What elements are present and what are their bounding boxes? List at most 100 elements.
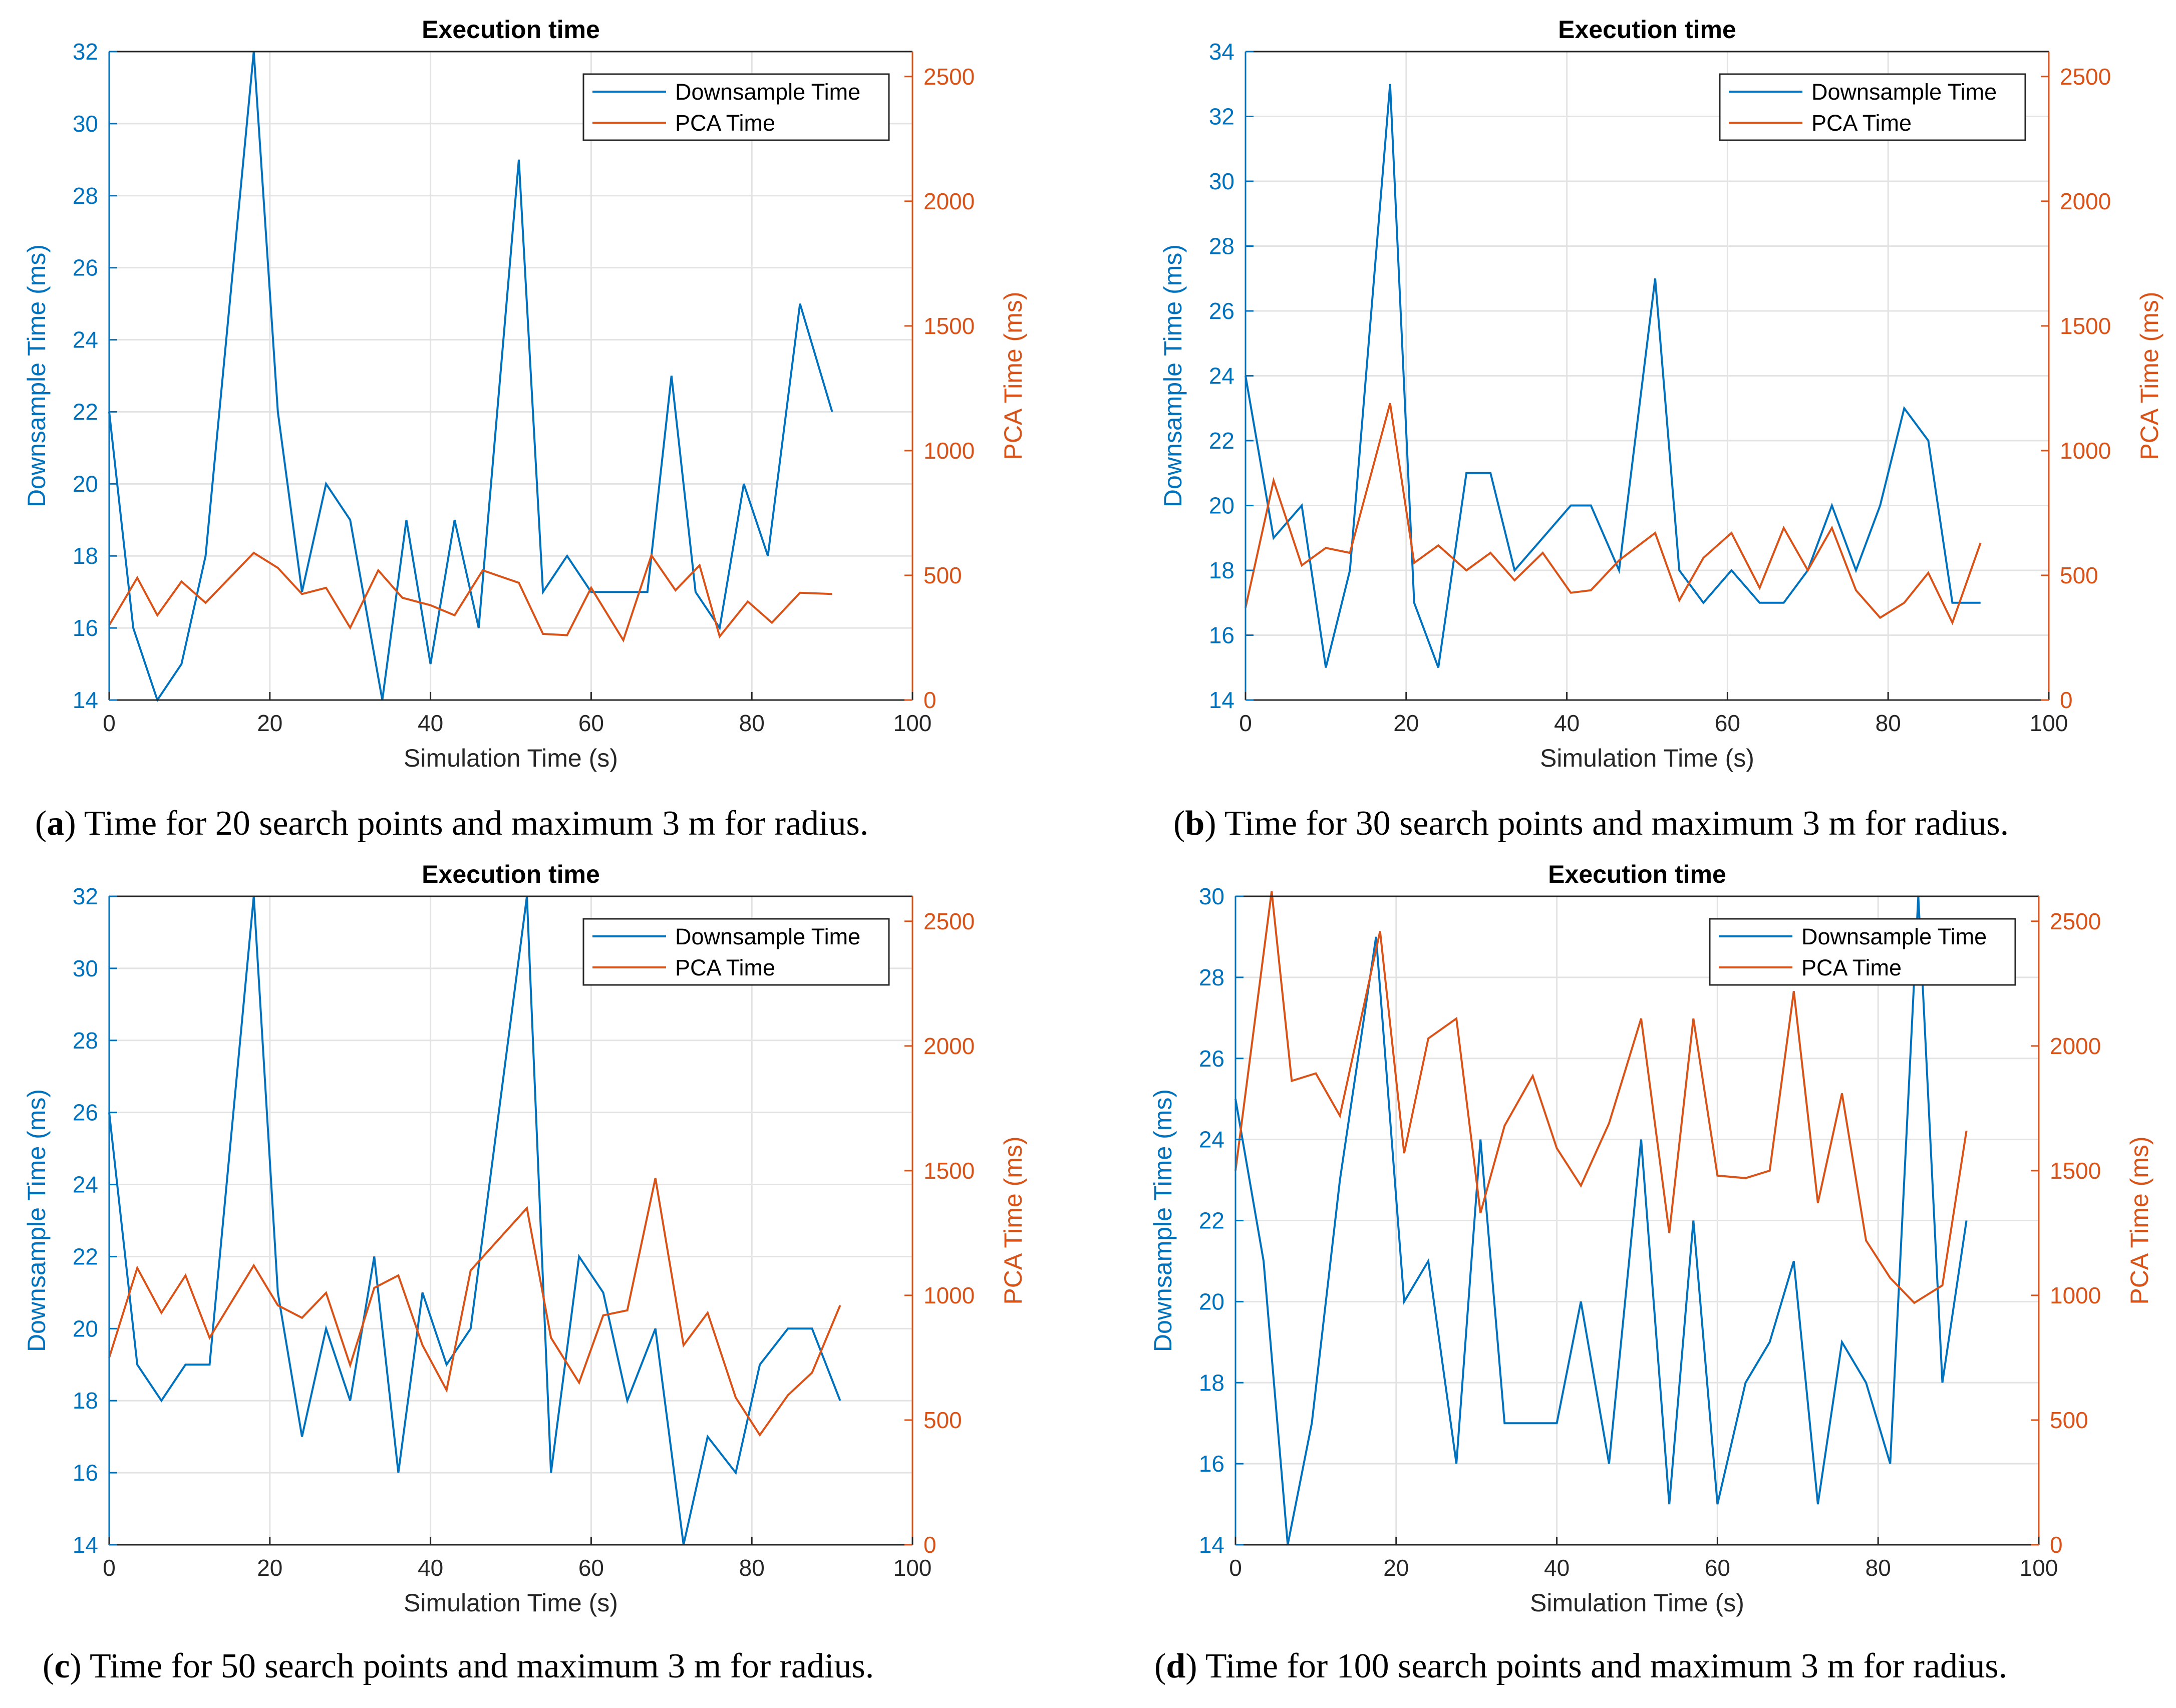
right-y-tick-label: 1000: [923, 1282, 975, 1308]
left-y-tick-label: 22: [1209, 428, 1234, 454]
left-y-axis-label: Downsample Time (ms): [1149, 1089, 1177, 1352]
left-y-tick-label: 24: [1209, 363, 1234, 389]
x-tick-label: 40: [418, 710, 443, 736]
x-axis-label: Simulation Time (s): [1540, 744, 1754, 772]
right-y-tick-label: 1500: [2060, 313, 2111, 339]
left-y-tick-label: 26: [1199, 1046, 1224, 1072]
chart-panel-b: 0 20 40 60 80 100 14 16 18 20 22 24 26 28 30 32 34 0 500 10…: [1159, 16, 2163, 772]
chart-panel-a: 0 20 40 60 80 100 14 16 18 20 22 24 26 28 30 32 0 500 1000…: [23, 16, 1027, 772]
x-tick-label: 100: [893, 710, 932, 736]
right-y-tick-label: 500: [923, 1407, 962, 1433]
left-y-tick-label: 32: [1209, 104, 1234, 130]
caption-b: (b) Time for 30 search points and maximu…: [1173, 804, 2009, 843]
left-y-tick-label: 18: [73, 1388, 98, 1414]
right-y-tick-label: 2000: [923, 1033, 975, 1059]
caption-c: (c) Time for 50 search points and maximu…: [43, 1647, 874, 1685]
caption-text: Time for 100 search points and maximum 3…: [1205, 1647, 2008, 1685]
series-line-downsample-time: [1234, 896, 1968, 1545]
x-tick-label: 60: [1705, 1555, 1730, 1581]
left-y-tick-label: 14: [73, 687, 98, 713]
left-y-tick-label: 30: [73, 955, 98, 981]
left-y-axis-label: Downsample Time (ms): [23, 244, 51, 507]
left-y-tick-label: 18: [73, 543, 98, 569]
x-axis-label: Simulation Time (s): [404, 1589, 618, 1617]
x-tick-label: 100: [2020, 1555, 2058, 1581]
right-y-axis-label: PCA Time (ms): [2135, 291, 2163, 460]
left-y-tick-label: 16: [73, 1460, 98, 1486]
legend-label: Downsample Time: [675, 924, 860, 949]
x-tick-label: 60: [578, 710, 604, 736]
caption-a: (a) Time for 20 search points and maximu…: [35, 804, 869, 843]
x-tick-label: 40: [1544, 1555, 1570, 1581]
right-y-tick-label: 2000: [2060, 188, 2111, 214]
x-tick-label: 60: [578, 1555, 604, 1581]
left-y-tick-label: 24: [73, 1172, 98, 1198]
legend-box: [1709, 918, 2016, 986]
right-y-tick-label: 500: [2060, 562, 2098, 588]
right-y-tick-label: 0: [2050, 1532, 2063, 1558]
series-line-pca-time: [1234, 891, 1968, 1304]
legend-label: Downsample Time: [1801, 924, 1987, 949]
right-y-tick-label: 2000: [923, 188, 975, 214]
left-y-tick-label: 20: [1199, 1288, 1224, 1314]
x-tick-label: 80: [739, 1555, 765, 1581]
left-y-tick-label: 28: [73, 183, 98, 209]
caption-text: Time for 50 search points and maximum 3 …: [89, 1647, 874, 1685]
right-y-tick-label: 2500: [2060, 64, 2111, 90]
series-line-pca-time: [108, 551, 832, 643]
plot-area: [109, 896, 912, 1545]
chart-panel-c: 0 20 40 60 80 100 14 16 18 20 22 24 26 28 30 32 0 500 1000…: [23, 860, 1027, 1617]
legend-label: PCA Time: [1811, 110, 1912, 136]
x-tick-label: 0: [1239, 710, 1252, 736]
caption-d: (d) Time for 100 search points and maxim…: [1154, 1647, 2008, 1685]
caption-letter: d: [1166, 1647, 1186, 1685]
left-y-tick-label: 32: [73, 883, 98, 909]
x-tick-label: 80: [739, 710, 765, 736]
chart-title: Execution time: [422, 16, 600, 44]
left-y-tick-label: 16: [1209, 622, 1234, 648]
x-tick-label: 20: [1393, 710, 1419, 736]
left-y-tick-label: 32: [73, 39, 98, 65]
right-y-tick-label: 2500: [923, 908, 975, 934]
x-tick-label: 40: [418, 1555, 443, 1581]
x-tick-label: 60: [1715, 710, 1740, 736]
left-y-axis-label: Downsample Time (ms): [23, 1089, 51, 1352]
series-line-pca-time: [108, 1178, 841, 1437]
x-tick-label: 0: [1229, 1555, 1242, 1581]
right-y-tick-label: 1000: [2060, 438, 2111, 464]
legend-label: PCA Time: [1801, 955, 1902, 980]
x-tick-label: 80: [1876, 710, 1901, 736]
left-y-tick-label: 26: [73, 1100, 98, 1126]
left-y-tick-label: 26: [73, 255, 98, 281]
right-y-tick-label: 1500: [923, 313, 975, 339]
right-y-tick-label: 1500: [2050, 1158, 2101, 1184]
left-y-tick-label: 28: [73, 1028, 98, 1054]
left-y-tick-label: 14: [73, 1532, 98, 1558]
right-y-tick-label: 2500: [2050, 908, 2101, 934]
left-y-tick-label: 22: [1199, 1208, 1224, 1234]
right-y-tick-label: 500: [2050, 1407, 2088, 1433]
series-line-downsample-time: [108, 896, 841, 1545]
legend-box: [582, 918, 890, 986]
x-tick-label: 20: [1383, 1555, 1409, 1581]
right-y-tick-label: 1500: [923, 1158, 975, 1184]
x-tick-label: 20: [257, 1555, 282, 1581]
left-y-tick-label: 28: [1199, 964, 1224, 990]
right-y-tick-label: 2500: [923, 64, 975, 90]
legend-box: [582, 73, 890, 141]
x-tick-label: 0: [103, 1555, 116, 1581]
x-tick-label: 40: [1554, 710, 1580, 736]
caption-text: Time for 30 search points and maximum 3 …: [1224, 804, 2009, 843]
left-y-tick-label: 28: [1209, 233, 1234, 259]
chart-panel-d: 0 20 40 60 80 100 14 16 18 20 22 24 26 28 30 0 500 1000 15…: [1149, 860, 2153, 1617]
legend-box: [1719, 73, 2026, 141]
left-y-tick-label: 24: [1199, 1127, 1224, 1153]
series-line-downsample-time: [1245, 84, 1981, 668]
left-y-tick-label: 16: [73, 615, 98, 641]
caption-letter: c: [54, 1647, 70, 1685]
left-y-tick-label: 22: [73, 1243, 98, 1269]
right-y-axis-label: PCA Time (ms): [999, 291, 1027, 460]
legend-label: PCA Time: [675, 955, 775, 980]
x-axis-label: Simulation Time (s): [1530, 1589, 1744, 1617]
